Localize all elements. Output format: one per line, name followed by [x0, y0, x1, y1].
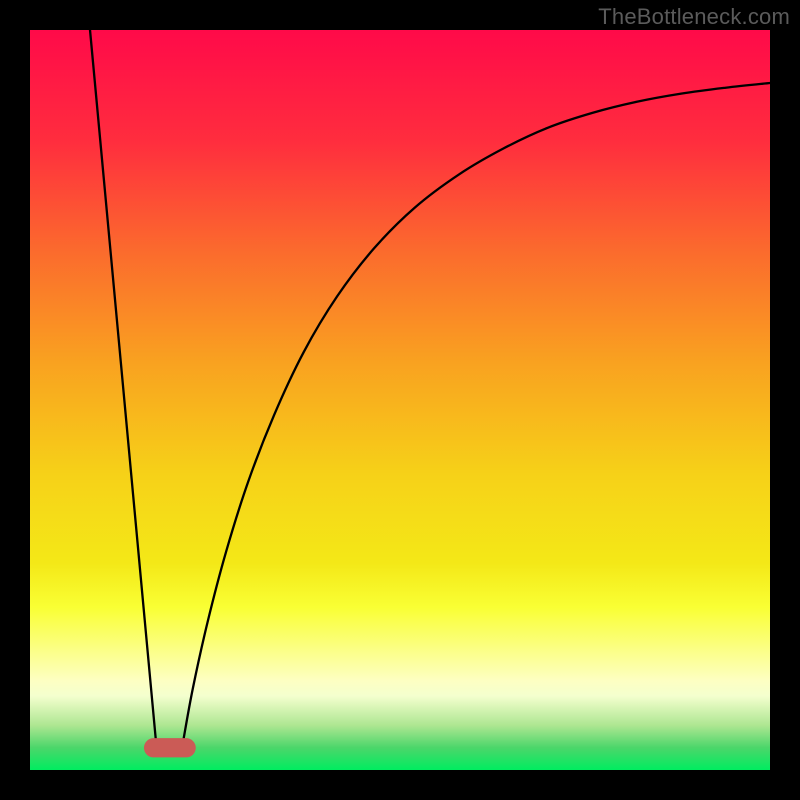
watermark-text: TheBottleneck.com	[598, 4, 790, 30]
chart-container: TheBottleneck.com	[0, 0, 800, 800]
bottleneck-chart	[0, 0, 800, 800]
